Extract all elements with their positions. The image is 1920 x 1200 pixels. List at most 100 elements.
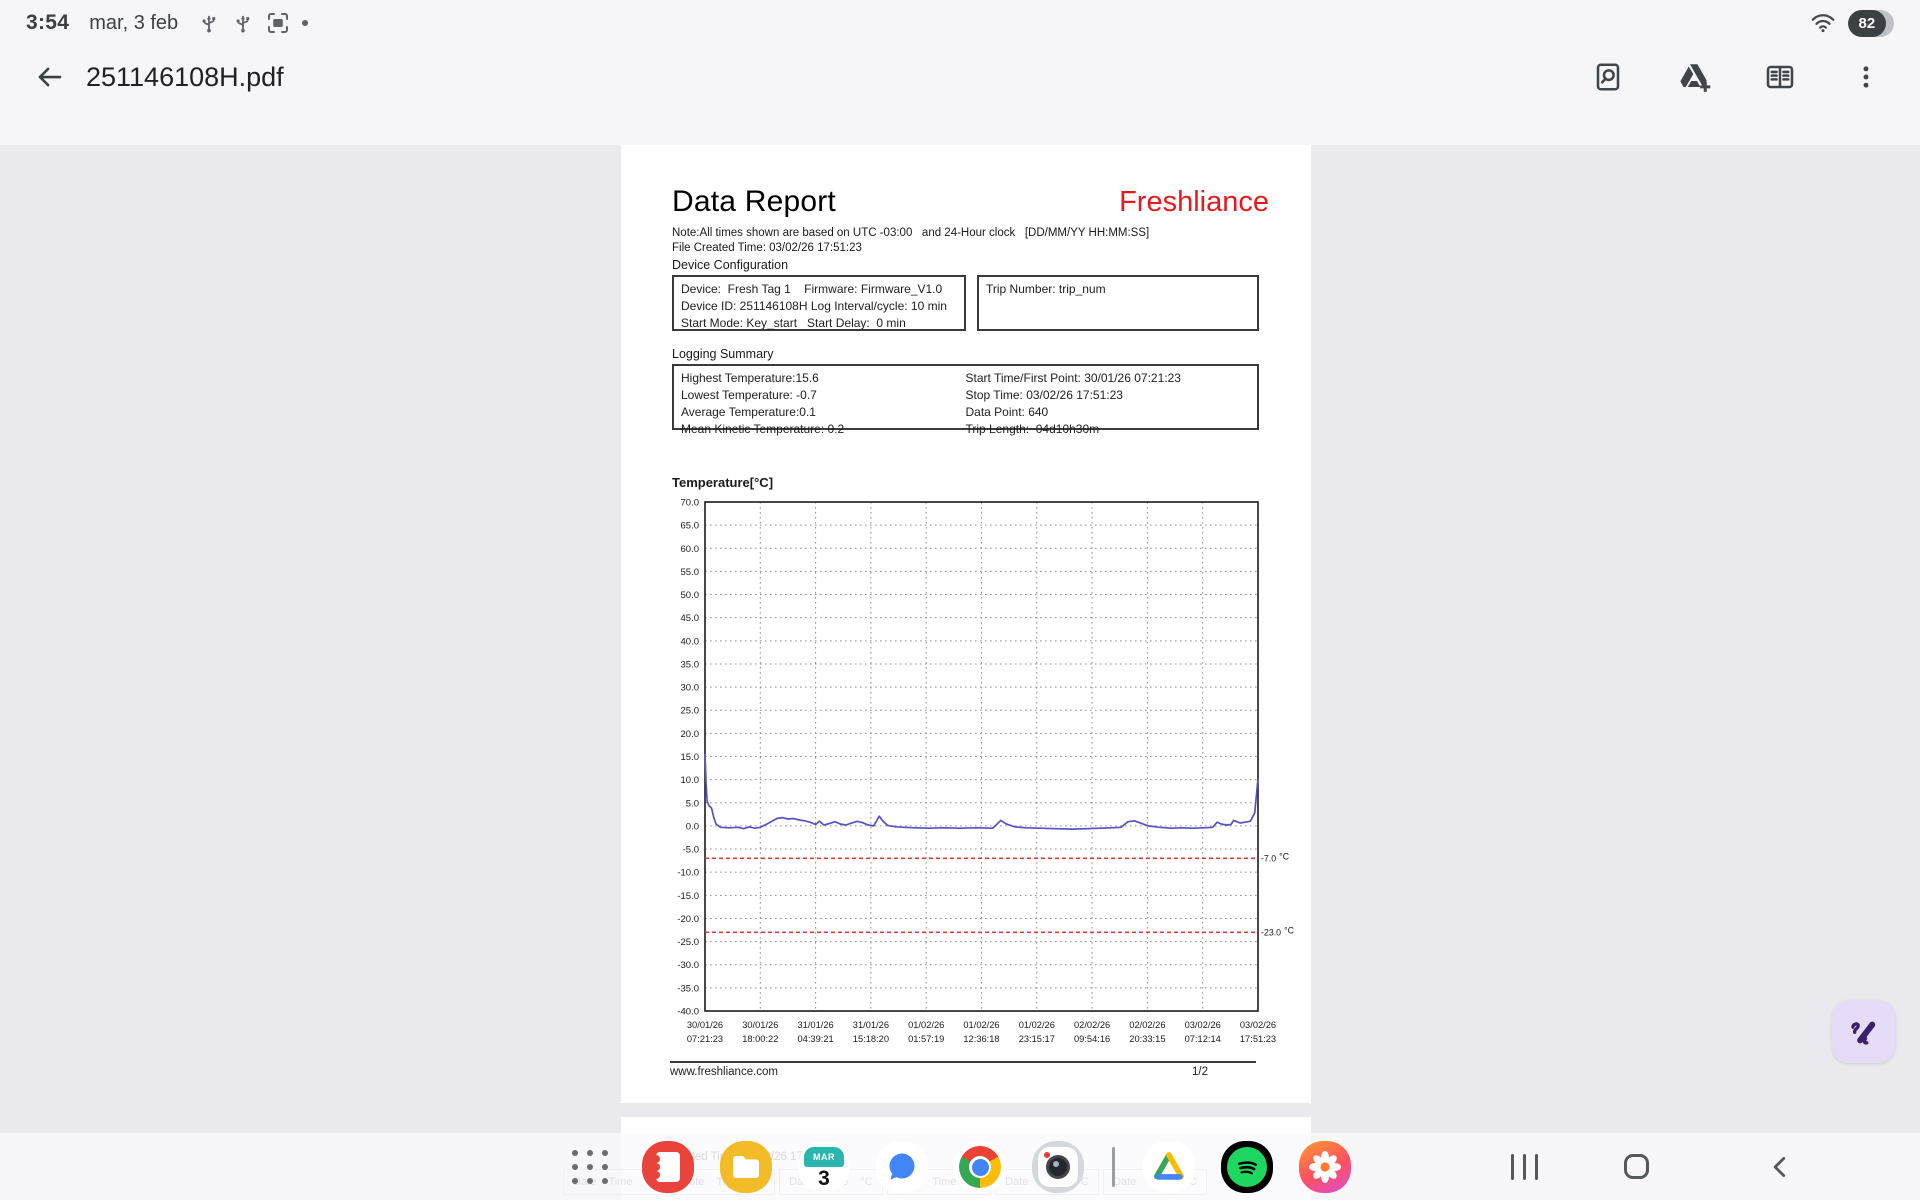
svg-text:23:15:17: 23:15:17 [1019, 1034, 1055, 1044]
temperature-chart: 70.0 65.0 60.0 55.0 50.0 45.0 40.0 35.0 30.0 25.0… [677, 498, 1295, 1045]
device-line: Device: Fresh Tag 1 Firmware: Firmware_V… [681, 282, 943, 296]
svg-text:45.0: 45.0 [681, 613, 700, 624]
battery-percent: 82 [1858, 14, 1876, 32]
usb-icon [232, 12, 254, 34]
notification-dot [302, 20, 309, 26]
gallery-flower-icon [1299, 1141, 1351, 1193]
app-my-files[interactable] [720, 1141, 772, 1193]
svg-text:-25.0: -25.0 [677, 937, 699, 948]
find-in-document-button[interactable] [1588, 57, 1628, 97]
svg-text:31/01/26: 31/01/26 [797, 1020, 833, 1030]
timezone-note: Note:All times shown are based on UTC -0… [672, 227, 1150, 239]
device-config-heading: Device Configuration [672, 258, 789, 272]
pdf-viewport[interactable]: Data Report Freshliance Note:All times s… [0, 145, 1920, 1200]
app-spotify[interactable] [1221, 1141, 1273, 1193]
svg-text:55.0: 55.0 [681, 567, 700, 578]
app-chrome[interactable] [954, 1141, 1006, 1193]
svg-text:35.0: 35.0 [681, 659, 700, 670]
summary-line: Start Time/First Point: 30/01/26 07:21:2… [965, 371, 1181, 385]
notes-icon [642, 1141, 694, 1193]
home-button[interactable] [1608, 1139, 1664, 1195]
svg-text:09:54:16: 09:54:16 [1074, 1034, 1110, 1044]
footer-url: www.freshliance.com [670, 1066, 779, 1078]
file-title: 251146108H.pdf [86, 61, 284, 92]
calendar-month: MAR [804, 1147, 844, 1167]
page-footer: www.freshliance.com 1/2 [670, 1061, 1256, 1078]
svg-text:07:21:23: 07:21:23 [687, 1034, 723, 1044]
svg-text:02/02/26: 02/02/26 [1074, 1020, 1110, 1030]
back-nav-button[interactable] [1752, 1139, 1808, 1195]
app-messages[interactable] [876, 1141, 928, 1193]
app-calendar[interactable]: MAR 3 [798, 1141, 850, 1193]
svg-text:18:00:22: 18:00:22 [742, 1034, 778, 1044]
app-gallery[interactable] [1299, 1141, 1351, 1193]
summary-line: Stop Time: 03/02/26 17:51:23 [965, 388, 1123, 402]
svg-text:15:18:20: 15:18:20 [853, 1034, 889, 1044]
calendar-icon: MAR 3 [798, 1141, 850, 1193]
back-button[interactable] [28, 55, 72, 99]
app-notes[interactable] [642, 1141, 694, 1193]
svg-text:-10.0: -10.0 [677, 868, 699, 879]
svg-text:-20.0: -20.0 [677, 914, 699, 925]
chart-title: Temperature[°C] [672, 475, 774, 490]
navigation-keys [1480, 1133, 1860, 1200]
app-drawer-button[interactable] [564, 1141, 616, 1193]
svg-text:-7.0°C: -7.0 °C [1261, 851, 1290, 863]
svg-text:5.0: 5.0 [686, 798, 699, 809]
svg-text:-23.0°C: -23.0 °C [1261, 925, 1295, 937]
report-title: Data Report [672, 185, 836, 218]
svg-text:70.0: 70.0 [681, 498, 700, 509]
recents-button[interactable] [1496, 1139, 1552, 1195]
status-bar: 3:54 mar, 3 feb [0, 0, 1920, 46]
logging-summary-heading: Logging Summary [672, 347, 774, 361]
svg-text:12:36:18: 12:36:18 [963, 1034, 999, 1044]
svg-text:02/02/26: 02/02/26 [1129, 1020, 1165, 1030]
status-date: mar, 3 feb [89, 11, 179, 34]
drive-icon [1143, 1141, 1195, 1193]
usb-icon [198, 12, 220, 34]
dock: MAR 3 [564, 1141, 1351, 1193]
device-line: Start Mode: Key_start Start Delay: 0 min [681, 316, 906, 330]
summary-line: Mean Kinetic Temperature: 0.2 [681, 422, 845, 436]
summary-line: Lowest Temperature: -0.7 [681, 388, 817, 402]
page-number: 1/2 [1192, 1066, 1208, 1078]
device-config-box: Device: Fresh Tag 1 Firmware: Firmware_V… [672, 275, 966, 331]
logging-summary-box: Highest Temperature:15.6 Lowest Temperat… [672, 364, 1259, 436]
svg-text:40.0: 40.0 [681, 636, 700, 647]
svg-text:15.0: 15.0 [681, 752, 700, 763]
save-to-drive-button[interactable] [1674, 57, 1714, 97]
calendar-day: 3 [818, 1167, 830, 1190]
svg-text:30/01/26: 30/01/26 [687, 1020, 723, 1030]
wifi-icon [1810, 12, 1836, 34]
svg-text:01:57:19: 01:57:19 [908, 1034, 944, 1044]
svg-text:60.0: 60.0 [681, 544, 700, 555]
svg-text:30.0: 30.0 [681, 683, 700, 694]
camera-icon [1032, 1141, 1084, 1193]
svg-text:20:33:15: 20:33:15 [1129, 1034, 1165, 1044]
summary-line: Data Point: 640 [965, 405, 1049, 419]
app-drive[interactable] [1143, 1141, 1195, 1193]
svg-text:-5.0: -5.0 [683, 845, 699, 856]
summary-line: Trip Length: 04d10h30m [965, 422, 1100, 436]
spotify-icon [1221, 1141, 1273, 1193]
app-camera[interactable] [1032, 1141, 1084, 1193]
annotate-button[interactable] [1832, 1000, 1895, 1063]
svg-text:-30.0: -30.0 [677, 960, 699, 971]
svg-text:20.0: 20.0 [681, 729, 700, 740]
overflow-menu-button[interactable] [1846, 57, 1886, 97]
svg-text:04:39:21: 04:39:21 [797, 1034, 833, 1044]
svg-text:07:12:14: 07:12:14 [1185, 1034, 1221, 1044]
reader-view-button[interactable] [1760, 57, 1800, 97]
svg-text:01/02/26: 01/02/26 [963, 1020, 999, 1030]
battery-indicator: 82 [1848, 9, 1894, 37]
svg-text:31/01/26: 31/01/26 [853, 1020, 889, 1030]
file-created-line: File Created Time: 03/02/26 17:51:23 [672, 242, 862, 254]
brand-name: Freshliance [1119, 186, 1269, 218]
svg-text:25.0: 25.0 [681, 706, 700, 717]
svg-text:50.0: 50.0 [681, 590, 700, 601]
svg-text:65.0: 65.0 [681, 521, 700, 532]
device-line: Device ID: 251146108H Log Interval/cycle… [681, 299, 947, 313]
chrome-icon [954, 1141, 1006, 1193]
trip-number-line: Trip Number: trip_num [986, 282, 1106, 296]
svg-text:30/01/26: 30/01/26 [742, 1020, 778, 1030]
